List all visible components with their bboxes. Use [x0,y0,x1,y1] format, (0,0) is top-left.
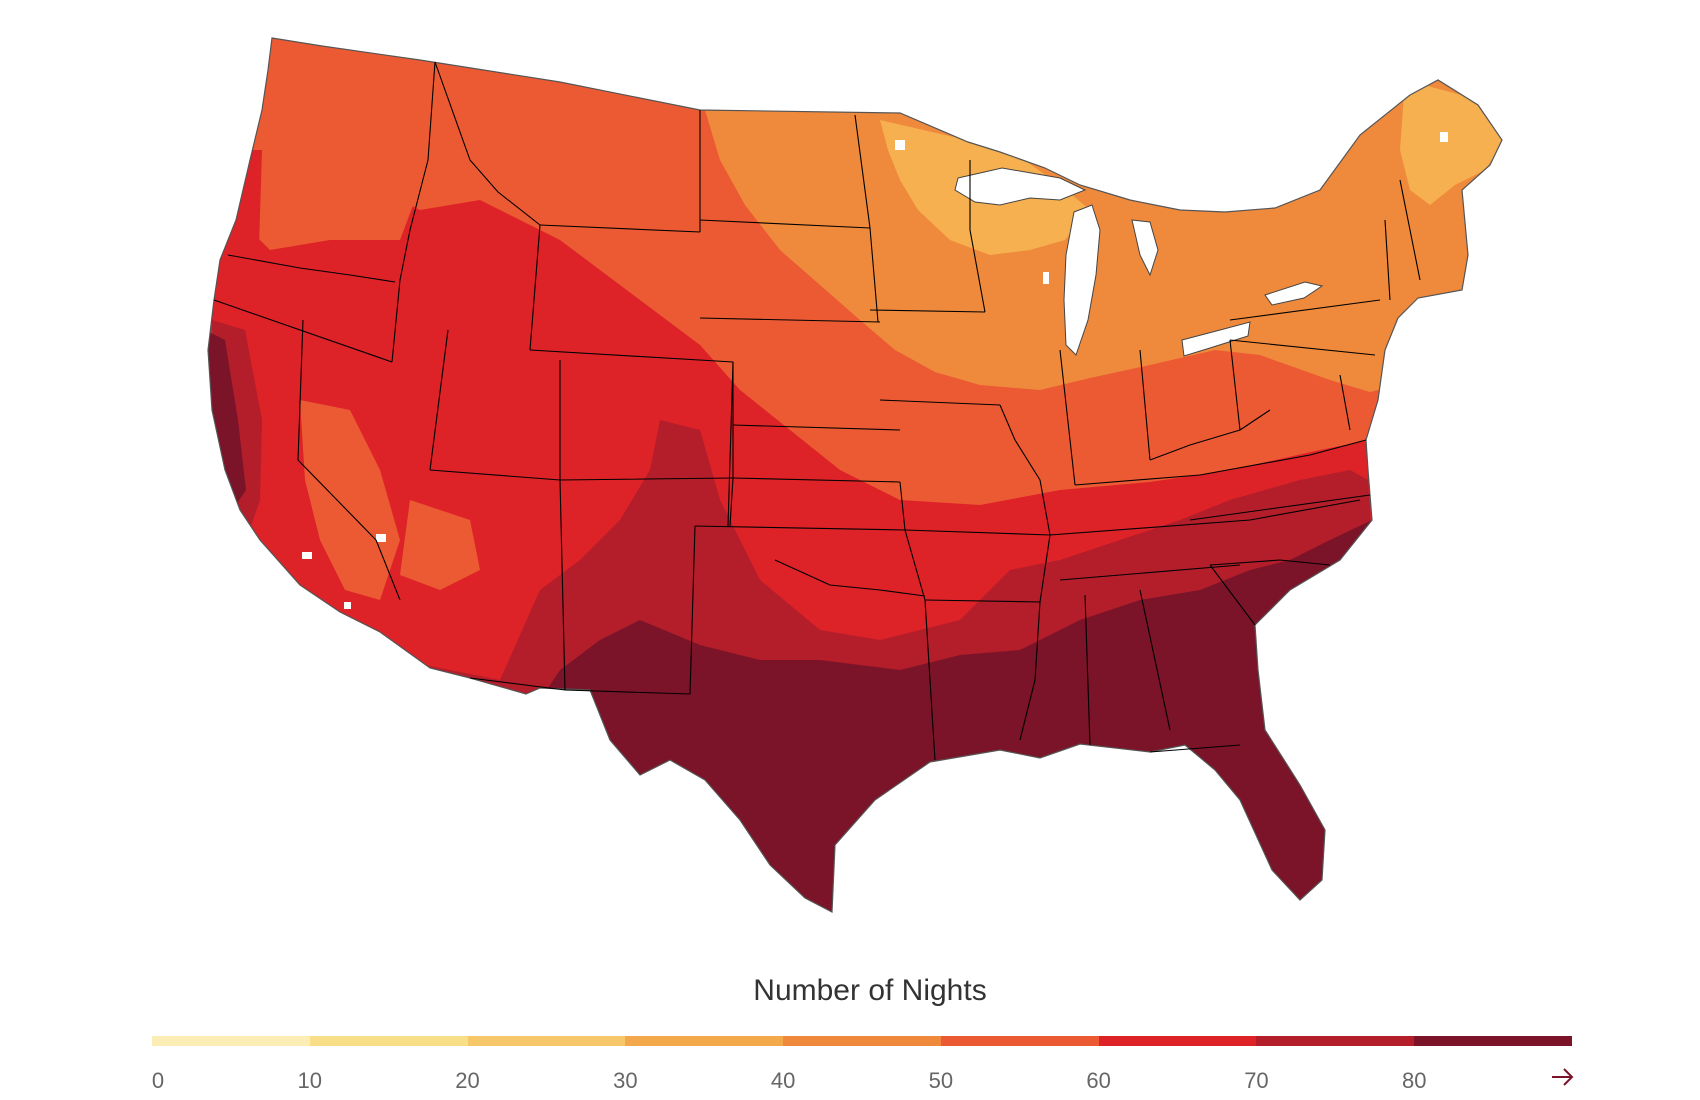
legend-swatch [1256,1036,1415,1046]
legend-tick-label: 0 [151,1068,165,1093]
legend-swatch [152,1036,310,1046]
legend-swatch [625,1036,784,1046]
legend-swatch [1098,1036,1257,1046]
legend-tick-label: 80 [1401,1068,1427,1093]
legend-swatch [467,1036,626,1046]
legend-swatch [1414,1036,1573,1046]
legend-tick-label: 20 [455,1068,480,1093]
legend-swatch [309,1036,468,1046]
right-arrow-icon [1548,1062,1578,1098]
legend-color-scale [152,1036,1573,1046]
legend-tick-label: 60 [1086,1068,1111,1093]
legend-tick-label: 10 [297,1068,323,1093]
legend-swatch [783,1036,941,1046]
legend-title: Number of Nights [753,974,987,1007]
legend-swatch [940,1036,1099,1046]
legend-tick-label: 40 [770,1068,796,1093]
legend-tick-label: 70 [1244,1068,1269,1093]
legend-tick-label: 30 [613,1068,638,1093]
legend-tick-label: 50 [928,1068,954,1093]
